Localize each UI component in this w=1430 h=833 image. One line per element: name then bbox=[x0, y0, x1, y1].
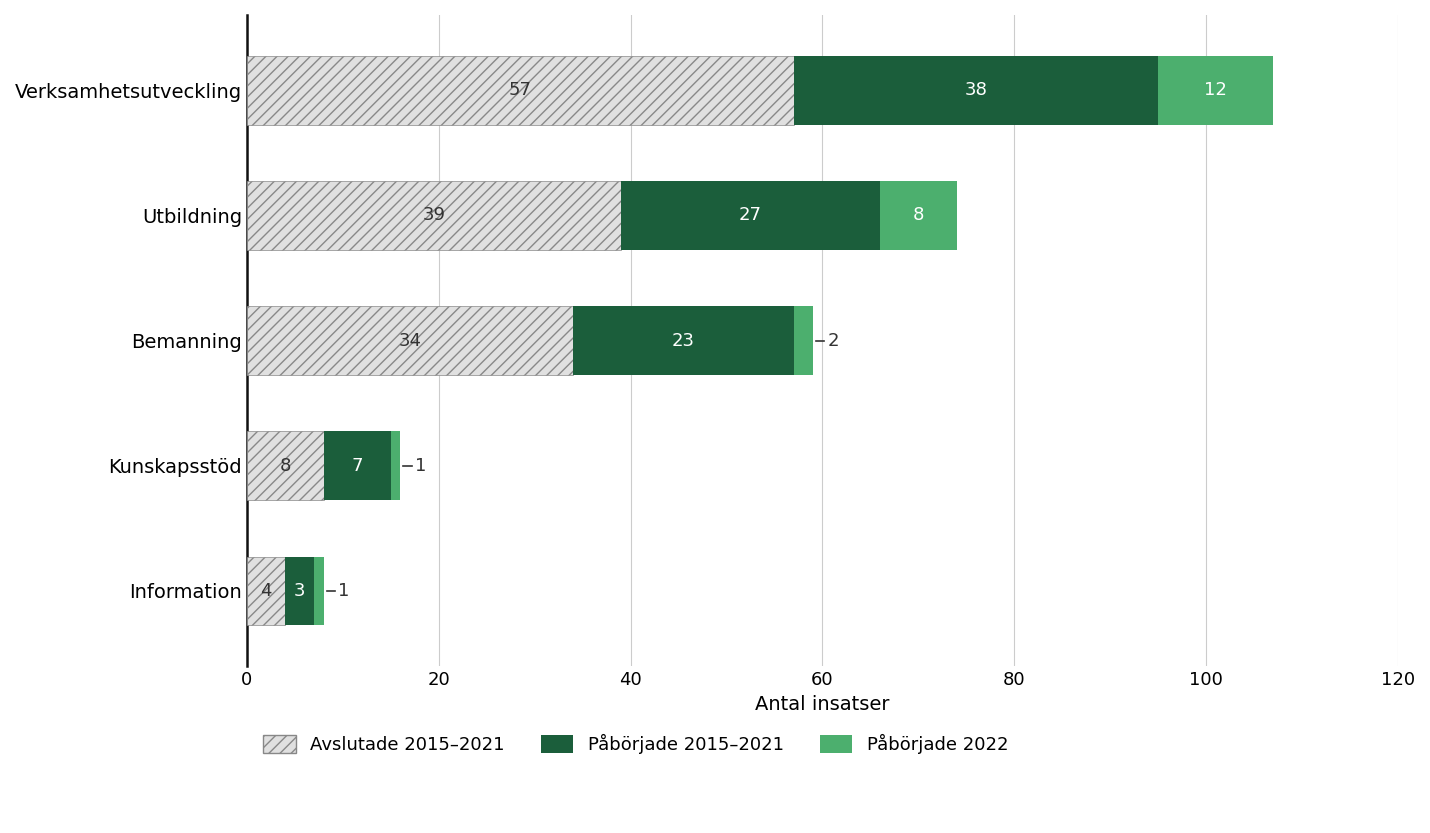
Bar bbox=[286, 556, 315, 626]
Text: 8: 8 bbox=[912, 207, 924, 224]
Text: 12: 12 bbox=[1204, 81, 1227, 99]
Bar bbox=[794, 56, 1158, 125]
Bar bbox=[323, 431, 390, 500]
Text: 27: 27 bbox=[739, 207, 762, 224]
Bar bbox=[247, 556, 286, 626]
Bar bbox=[247, 306, 573, 375]
Bar bbox=[573, 306, 794, 375]
Text: 23: 23 bbox=[672, 332, 695, 350]
Bar bbox=[1158, 56, 1273, 125]
Text: 1: 1 bbox=[337, 582, 349, 600]
Bar bbox=[621, 181, 879, 250]
Bar bbox=[247, 181, 621, 250]
Text: 7: 7 bbox=[352, 456, 363, 475]
Text: 8: 8 bbox=[280, 456, 292, 475]
Text: 2: 2 bbox=[828, 332, 839, 350]
Text: 3: 3 bbox=[295, 582, 306, 600]
Bar bbox=[794, 306, 812, 375]
Bar bbox=[315, 556, 323, 626]
Bar bbox=[247, 56, 794, 125]
Bar bbox=[390, 431, 400, 500]
Legend: Avslutade 2015–2021, Påbörjade 2015–2021, Påbörjade 2022: Avslutade 2015–2021, Påbörjade 2015–2021… bbox=[256, 726, 1015, 761]
Text: 38: 38 bbox=[964, 81, 987, 99]
X-axis label: Antal insatser: Antal insatser bbox=[755, 695, 889, 714]
Text: 4: 4 bbox=[260, 582, 272, 600]
Text: 1: 1 bbox=[415, 456, 426, 475]
Text: 34: 34 bbox=[399, 332, 422, 350]
Bar bbox=[879, 181, 957, 250]
Bar bbox=[247, 431, 323, 500]
Text: 39: 39 bbox=[422, 207, 446, 224]
Text: 57: 57 bbox=[509, 81, 532, 99]
